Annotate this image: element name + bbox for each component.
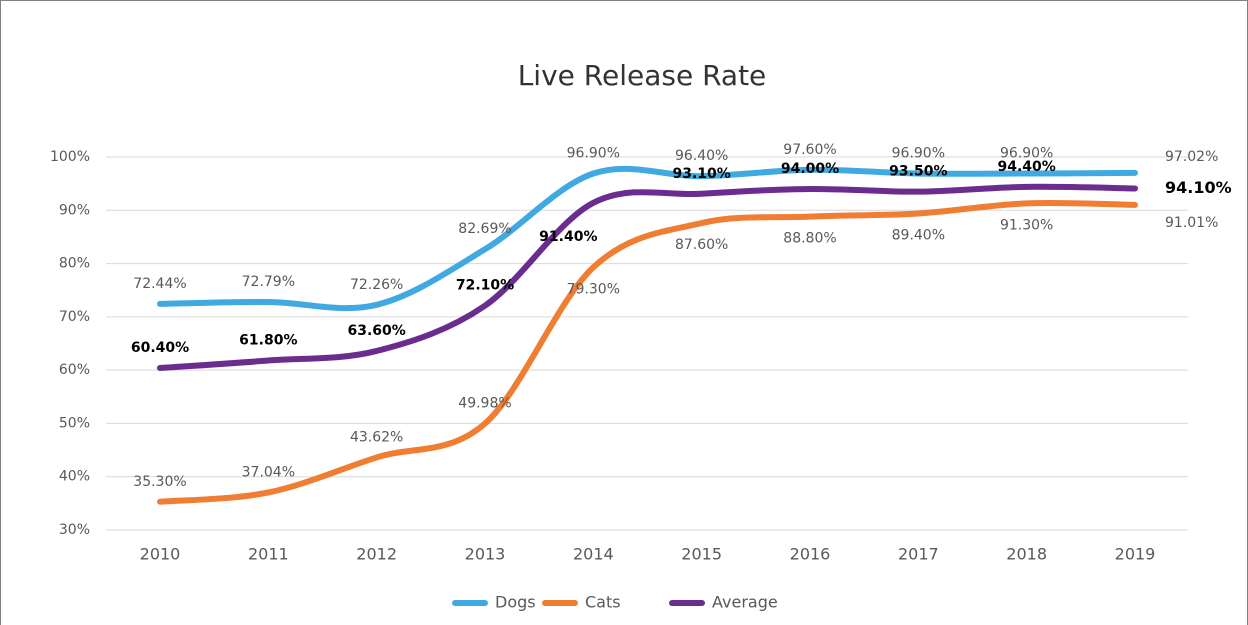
x-tick-label: 2017 <box>898 545 939 564</box>
data-label: 72.44% <box>133 276 186 292</box>
data-label: 96.40% <box>675 148 728 164</box>
data-label: 72.79% <box>242 274 295 290</box>
y-tick-label: 70% <box>59 309 90 325</box>
data-label: 97.60% <box>783 142 836 158</box>
data-label: 94.00% <box>781 161 839 177</box>
x-tick-label: 2015 <box>681 545 722 564</box>
data-label: 72.10% <box>456 278 514 294</box>
y-tick-label: 90% <box>59 202 90 218</box>
data-label: 91.30% <box>1000 217 1053 233</box>
data-label: 91.40% <box>539 229 597 245</box>
data-label: 96.90% <box>1000 146 1053 162</box>
x-tick-label: 2010 <box>140 545 181 564</box>
data-label: 35.30% <box>133 474 186 490</box>
y-tick-label: 60% <box>59 362 90 378</box>
data-label: 93.50% <box>889 164 947 180</box>
data-label: 60.40% <box>131 340 189 356</box>
legend-label: Average <box>712 593 778 612</box>
y-tick-label: 30% <box>59 522 90 538</box>
data-label: 63.60% <box>348 323 406 339</box>
x-tick-label: 2012 <box>356 545 397 564</box>
x-tick-label: 2016 <box>790 545 831 564</box>
x-tick-label: 2011 <box>248 545 289 564</box>
y-tick-label: 40% <box>59 469 90 485</box>
y-tick-label: 50% <box>59 415 90 431</box>
data-label: 94.40% <box>998 159 1056 175</box>
legend-label: Cats <box>585 593 621 612</box>
data-label: 43.62% <box>350 429 403 445</box>
data-label: 96.90% <box>892 146 945 162</box>
data-label: 91.01% <box>1165 215 1218 231</box>
x-tick-label: 2019 <box>1115 545 1156 564</box>
data-label: 49.98% <box>458 396 511 412</box>
y-tick-label: 100% <box>50 149 90 165</box>
data-label: 61.80% <box>239 333 297 349</box>
data-label: 96.90% <box>567 146 620 162</box>
data-label: 93.10% <box>673 166 731 182</box>
data-label: 87.60% <box>675 237 728 253</box>
x-tick-label: 2014 <box>573 545 614 564</box>
x-tick-label: 2018 <box>1006 545 1047 564</box>
line <box>157 199 1138 505</box>
y-tick-label: 80% <box>59 256 90 272</box>
x-tick-label: 2013 <box>465 545 506 564</box>
data-label: 94.10% <box>1165 178 1232 197</box>
data-label: 97.02% <box>1165 149 1218 165</box>
line <box>157 183 1138 372</box>
data-label: 89.40% <box>892 227 945 243</box>
data-label: 72.26% <box>350 277 403 293</box>
chart-title: Live Release Rate <box>518 59 767 92</box>
line <box>157 165 1138 312</box>
data-label: 88.80% <box>783 231 836 247</box>
data-label: 82.69% <box>458 221 511 237</box>
legend-label: Dogs <box>495 593 536 612</box>
data-label: 37.04% <box>242 464 295 480</box>
data-label: 79.30% <box>567 281 620 297</box>
